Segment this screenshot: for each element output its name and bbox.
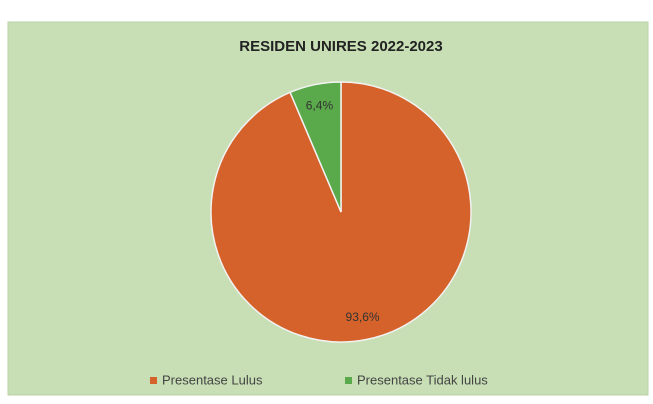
legend-label: Presentase Lulus	[162, 372, 263, 387]
data-label: 93,6%	[346, 310, 380, 324]
legend-marker	[345, 377, 352, 384]
data-label: 6,4%	[306, 98, 334, 112]
pie-slice	[289, 81, 342, 213]
chart-title: RESIDEN UNIRES 2022-2023	[239, 38, 442, 55]
legend-marker	[150, 377, 157, 384]
legend-label: Presentase Tidak lulus	[357, 372, 488, 387]
